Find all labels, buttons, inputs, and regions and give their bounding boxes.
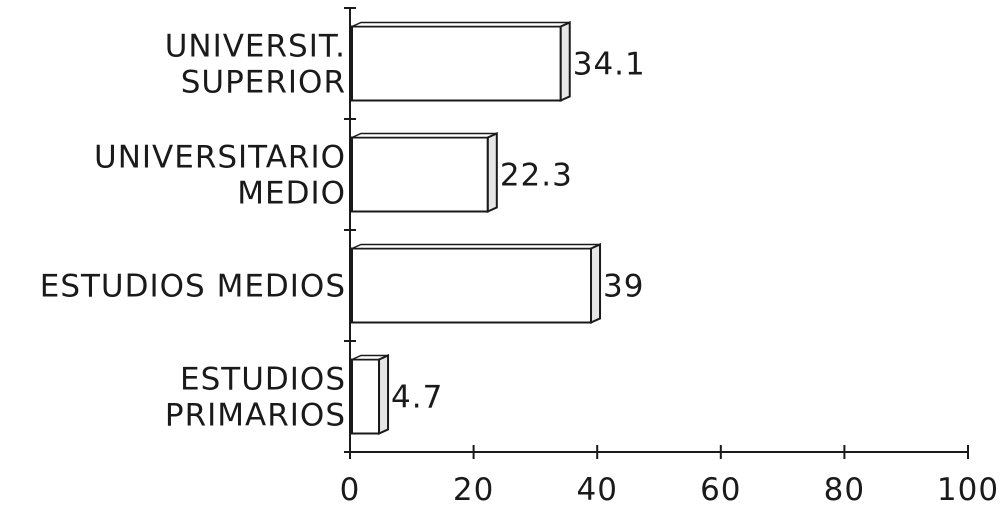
category-label: MEDIO (237, 176, 346, 212)
category-label: UNIVERSITARIO (94, 140, 346, 176)
bar-side-face (590, 242, 602, 325)
x-tick-label: 100 (937, 472, 999, 506)
category-label: ESTUDIOS (180, 362, 346, 398)
category-label: SUPERIOR (181, 65, 346, 101)
bar-side-face (486, 131, 498, 214)
chart-labels: 0 20 40 60 80 100 34.1 UNIVERSIT.SUPERIOR 22.3 UN… (40, 29, 999, 506)
chart-axes (344, 7, 969, 459)
category-label: UNIVERSIT. (165, 29, 346, 65)
chart-bars (351, 20, 602, 436)
bar (351, 136, 489, 213)
data-label: 39 (603, 269, 644, 305)
x-tick-label: 0 (340, 472, 361, 506)
data-label: 22.3 (500, 158, 573, 194)
bar-side-face (378, 353, 390, 436)
bar-side-face (559, 20, 571, 103)
category-label: ESTUDIOS MEDIOS (40, 269, 346, 305)
bar-top-face (351, 21, 571, 28)
bar (351, 25, 562, 102)
x-tick-label: 40 (576, 472, 617, 506)
data-label: 34.1 (573, 47, 646, 83)
x-tick-label: 20 (453, 472, 494, 506)
bar-top-face (351, 132, 498, 139)
data-label: 4.7 (391, 380, 443, 416)
bar (351, 358, 381, 435)
bar (351, 247, 593, 324)
category-label: PRIMARIOS (165, 398, 346, 434)
x-tick-label: 80 (824, 472, 865, 506)
bar-top-face (351, 243, 601, 250)
x-tick-label: 60 (700, 472, 741, 506)
